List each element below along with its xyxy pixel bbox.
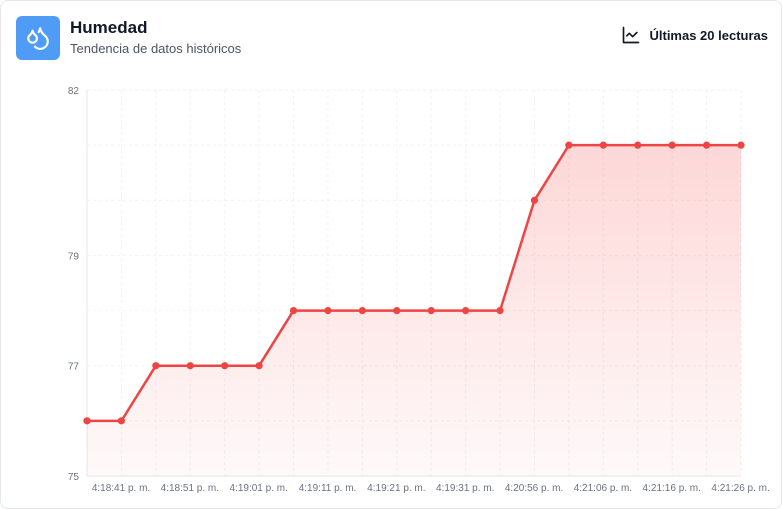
x-tick-label: 4:21:06 p. m. [574, 483, 632, 494]
tick-labels: 75 77 79 82 4:18:41 p. m. 4:18:51 p. m. 4:19:0… [68, 86, 770, 494]
data-point [324, 306, 332, 315]
line-chart-icon [623, 26, 640, 44]
data-point [358, 306, 366, 315]
x-tick-label: 4:18:51 p. m. [161, 483, 219, 494]
y-tick-label: 82 [68, 86, 80, 97]
x-tick-label: 4:20:56 p. m. [505, 483, 563, 494]
data-point [83, 417, 91, 425]
humidity-icon-box [16, 16, 60, 60]
x-tick-label: 4:19:31 p. m. [436, 483, 494, 494]
series-line-layer [87, 143, 741, 423]
area-fill [87, 145, 741, 476]
data-points [83, 141, 745, 425]
data-point [702, 141, 711, 149]
y-tick-label: 75 [68, 472, 80, 483]
range-label: Últimas 20 lecturas [649, 27, 768, 43]
y-tick-label: 77 [68, 362, 80, 373]
x-tick-label: 4:21:26 p. m. [711, 483, 769, 494]
data-point [393, 306, 401, 315]
data-point [634, 141, 642, 149]
card-subtitle: Tendencia de datos históricos [70, 41, 242, 56]
data-point [496, 306, 504, 315]
y-tick-label: 79 [68, 251, 80, 262]
data-point [186, 362, 194, 370]
x-tick-label: 4:19:11 p. m. [299, 483, 357, 494]
data-point [462, 306, 470, 315]
data-point [289, 306, 298, 315]
data-point [565, 141, 573, 149]
card-title: Humedad [70, 18, 148, 37]
data-point [668, 141, 676, 149]
data-point [117, 417, 126, 425]
x-tick-label: 4:19:21 p. m. [367, 483, 425, 494]
series-line [87, 143, 741, 423]
data-point [152, 362, 160, 370]
data-point [737, 141, 745, 149]
data-point [599, 141, 607, 149]
data-point [530, 196, 539, 204]
data-point [221, 362, 229, 370]
area-fill-layer [87, 145, 741, 476]
x-tick-label: 4:21:16 p. m. [643, 483, 701, 494]
x-tick-label: 4:18:41 p. m. [92, 483, 150, 494]
droplets-icon [27, 27, 49, 50]
data-point [255, 362, 263, 370]
range-badge: Últimas 20 lecturas [621, 25, 768, 45]
data-point [427, 306, 435, 315]
x-tick-label: 4:19:01 p. m. [229, 483, 287, 494]
